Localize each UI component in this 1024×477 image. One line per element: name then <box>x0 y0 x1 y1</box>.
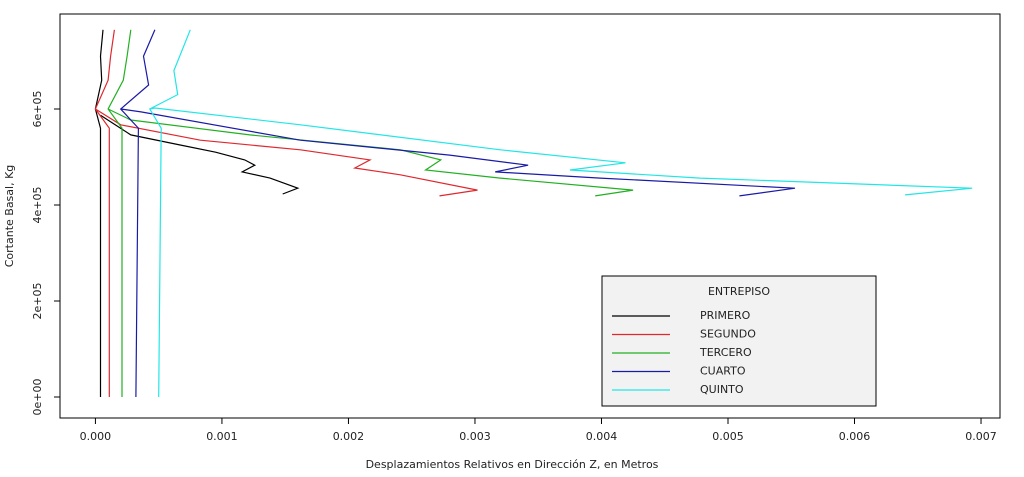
y-tick-label: 2e+05 <box>31 283 44 320</box>
y-tick-label: 6e+05 <box>31 91 44 128</box>
x-tick-label: 0.001 <box>206 430 238 443</box>
x-axis-title: Desplazamientos Relativos en Dirección Z… <box>366 458 659 471</box>
legend-label: PRIMERO <box>700 309 751 322</box>
x-tick-label: 0.004 <box>586 430 618 443</box>
legend-label: CUARTO <box>700 365 746 378</box>
legend-label: TERCERO <box>699 346 752 359</box>
x-tick-label: 0.000 <box>80 430 112 443</box>
y-tick-label: 0e+00 <box>31 379 44 416</box>
plot-frame <box>59 13 1001 419</box>
x-tick-label: 0.006 <box>839 430 871 443</box>
series-line <box>94 29 300 397</box>
series-line <box>107 29 634 397</box>
x-tick-label: 0.005 <box>712 430 744 443</box>
legend-box <box>601 275 877 407</box>
legend-label: SEGUNDO <box>700 328 756 341</box>
series-line <box>119 29 796 398</box>
y-axis-title: Cortante Basal, Kg <box>3 165 16 268</box>
x-tick-label: 0.002 <box>333 430 365 443</box>
legend-label: QUINTO <box>700 383 744 396</box>
series-line <box>94 29 478 397</box>
y-tick-label: 4e+05 <box>31 187 44 224</box>
series-line <box>148 29 973 398</box>
legend-title: ENTREPISO <box>708 285 770 298</box>
x-tick-label: 0.007 <box>965 430 997 443</box>
x-tick-label: 0.003 <box>459 430 491 443</box>
